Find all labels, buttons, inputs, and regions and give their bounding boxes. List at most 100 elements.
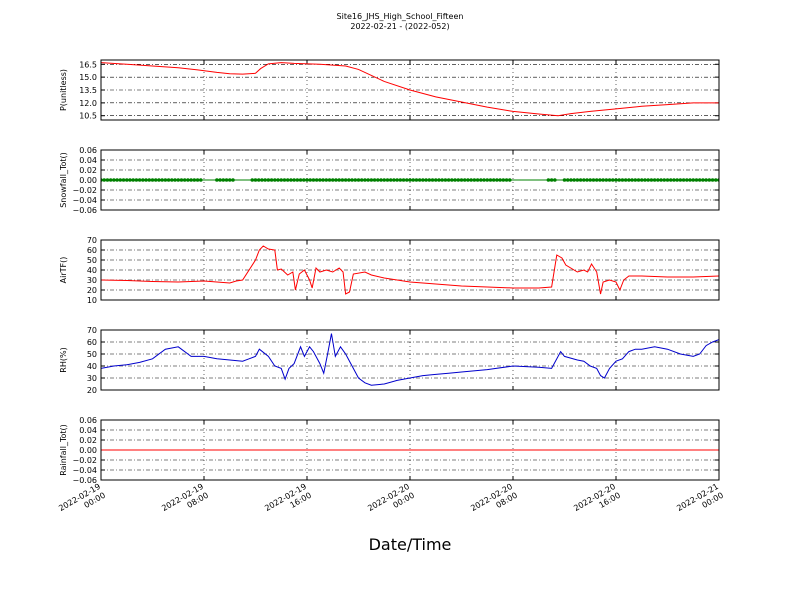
y-tick-label: 40 [87, 362, 97, 371]
series-marker [231, 178, 235, 182]
series-marker [263, 178, 267, 182]
y-tick-label: 12.0 [79, 99, 97, 108]
series-marker [253, 178, 258, 182]
series-marker [498, 178, 502, 182]
series-marker [279, 178, 284, 182]
series-marker [347, 178, 351, 182]
series-line [101, 333, 719, 386]
series-marker [128, 178, 132, 182]
y-tick-label: 0.02 [79, 436, 97, 445]
series-marker [186, 178, 190, 182]
series-marker [401, 178, 406, 182]
panel-4: 20 30 40 50 60 70 RH(%) [59, 326, 720, 395]
y-tick-label: 10 [87, 296, 97, 305]
series-marker [353, 178, 358, 182]
series-marker [424, 178, 428, 182]
series-marker [385, 178, 390, 182]
series-marker [491, 178, 496, 182]
series-marker [469, 178, 473, 182]
series-marker [617, 178, 622, 182]
y-tick-label: 50 [87, 350, 97, 359]
y-tick-label: 0.06 [79, 146, 97, 155]
series-marker [105, 178, 110, 182]
y-tick-label: 0.04 [79, 426, 97, 435]
y-tick-label: 40 [87, 266, 97, 275]
series-marker [620, 178, 625, 182]
series-marker [652, 178, 657, 182]
series-marker [153, 178, 158, 182]
y-tick-label: 20 [87, 286, 97, 295]
y-tick-label: 70 [87, 326, 97, 335]
series-marker [659, 178, 663, 182]
series-marker [430, 178, 435, 182]
series-marker [166, 178, 171, 182]
y-tick-label: 16.5 [79, 60, 97, 69]
series-marker [392, 178, 396, 182]
series-line [101, 62, 719, 117]
x-axis-label: Date/Time [369, 535, 452, 554]
series-line [101, 245, 719, 295]
series-marker [578, 178, 583, 182]
y-tick-label: 0.06 [79, 416, 97, 425]
series-marker [141, 178, 145, 182]
series-marker [131, 178, 135, 182]
series-marker [256, 178, 261, 182]
series-marker [414, 178, 419, 182]
y-tick-label: 0.04 [79, 156, 97, 165]
series-marker [102, 178, 107, 182]
series-marker [701, 178, 705, 182]
y-tick-label: 60 [87, 338, 97, 347]
series-marker [633, 178, 638, 182]
y-tick-label: −0.02 [72, 186, 97, 195]
series-marker [630, 178, 634, 182]
series-marker [707, 178, 712, 182]
series-marker [601, 178, 605, 182]
series-marker [369, 178, 374, 182]
series-marker [408, 178, 412, 182]
series-marker [569, 178, 573, 182]
series-marker [308, 178, 313, 182]
series-marker [665, 178, 670, 182]
y-tick-label: 30 [87, 276, 97, 285]
panels-group: 10.512.013.515.016.5P(unitless)−0.06−0.0… [57, 59, 725, 513]
series-marker [179, 178, 184, 182]
series-marker [495, 178, 499, 182]
panel-frame [100, 149, 720, 211]
series-marker [382, 178, 387, 182]
series-marker [443, 178, 448, 182]
series-marker [636, 178, 641, 182]
series-marker [195, 178, 200, 182]
series-marker [266, 178, 271, 182]
series-marker [376, 178, 380, 182]
y-tick-label: 0.00 [79, 446, 97, 455]
series-marker [450, 178, 454, 182]
panel-frame [100, 59, 720, 121]
y-axis-label: P(unitless) [59, 69, 68, 111]
series-marker [575, 178, 580, 182]
series-marker [591, 178, 596, 182]
series-marker [292, 178, 296, 182]
series-marker [250, 178, 255, 182]
series-marker [363, 178, 367, 182]
series-marker [685, 178, 689, 182]
series-marker [417, 178, 422, 182]
y-axis-label: AirTF() [59, 257, 68, 284]
y-tick-label: −0.02 [72, 456, 97, 465]
series-marker [118, 178, 123, 182]
series-marker [182, 178, 187, 182]
series-marker [301, 178, 306, 182]
y-axis-label: RH(%) [59, 347, 68, 372]
y-tick-label: 60 [87, 246, 97, 255]
series-marker [639, 178, 644, 182]
series-marker [472, 178, 477, 182]
series-marker [546, 178, 551, 182]
y-tick-label: −0.04 [72, 196, 97, 205]
series-marker [221, 178, 226, 182]
y-tick-label: 15.0 [79, 73, 97, 82]
series-marker [108, 178, 113, 182]
series-marker [227, 178, 232, 182]
series-marker [215, 178, 219, 182]
series-marker [311, 178, 316, 182]
